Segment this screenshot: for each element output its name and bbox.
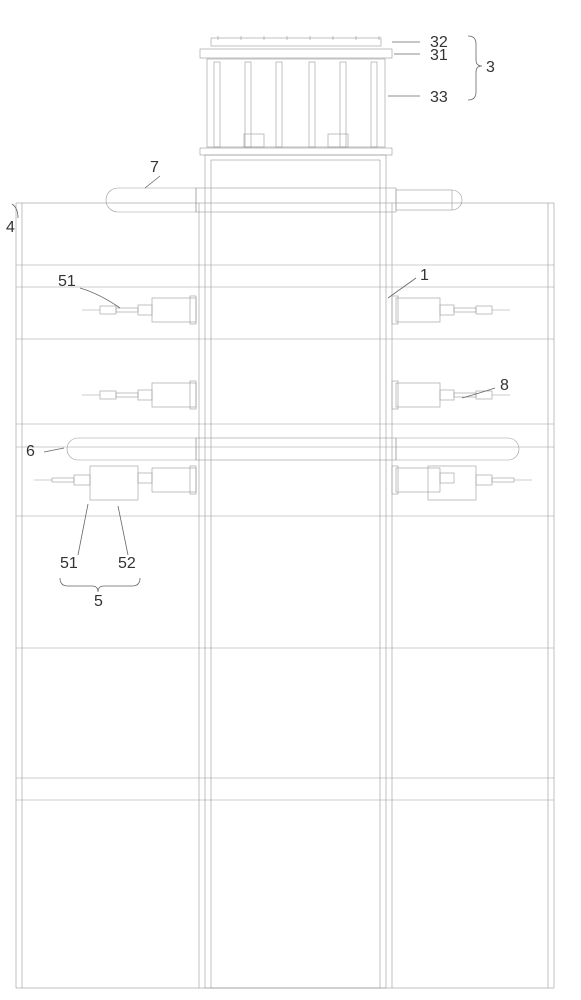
label-6: 6 <box>26 443 35 460</box>
label-4: 4 <box>6 219 15 236</box>
label-8: 8 <box>500 377 509 394</box>
diagram-svg: 32 31 33 3 7 4 51 1 8 6 51 52 5 <box>0 0 581 1000</box>
label-51-lower: 51 <box>60 555 78 572</box>
label-1: 1 <box>420 267 429 284</box>
label-3: 3 <box>486 59 495 76</box>
label-31: 31 <box>430 47 448 64</box>
label-51-upper: 51 <box>58 273 76 290</box>
label-7: 7 <box>150 159 159 176</box>
canvas-bg <box>0 0 581 1000</box>
label-5: 5 <box>94 593 103 610</box>
label-33: 33 <box>430 89 448 106</box>
label-52: 52 <box>118 555 136 572</box>
